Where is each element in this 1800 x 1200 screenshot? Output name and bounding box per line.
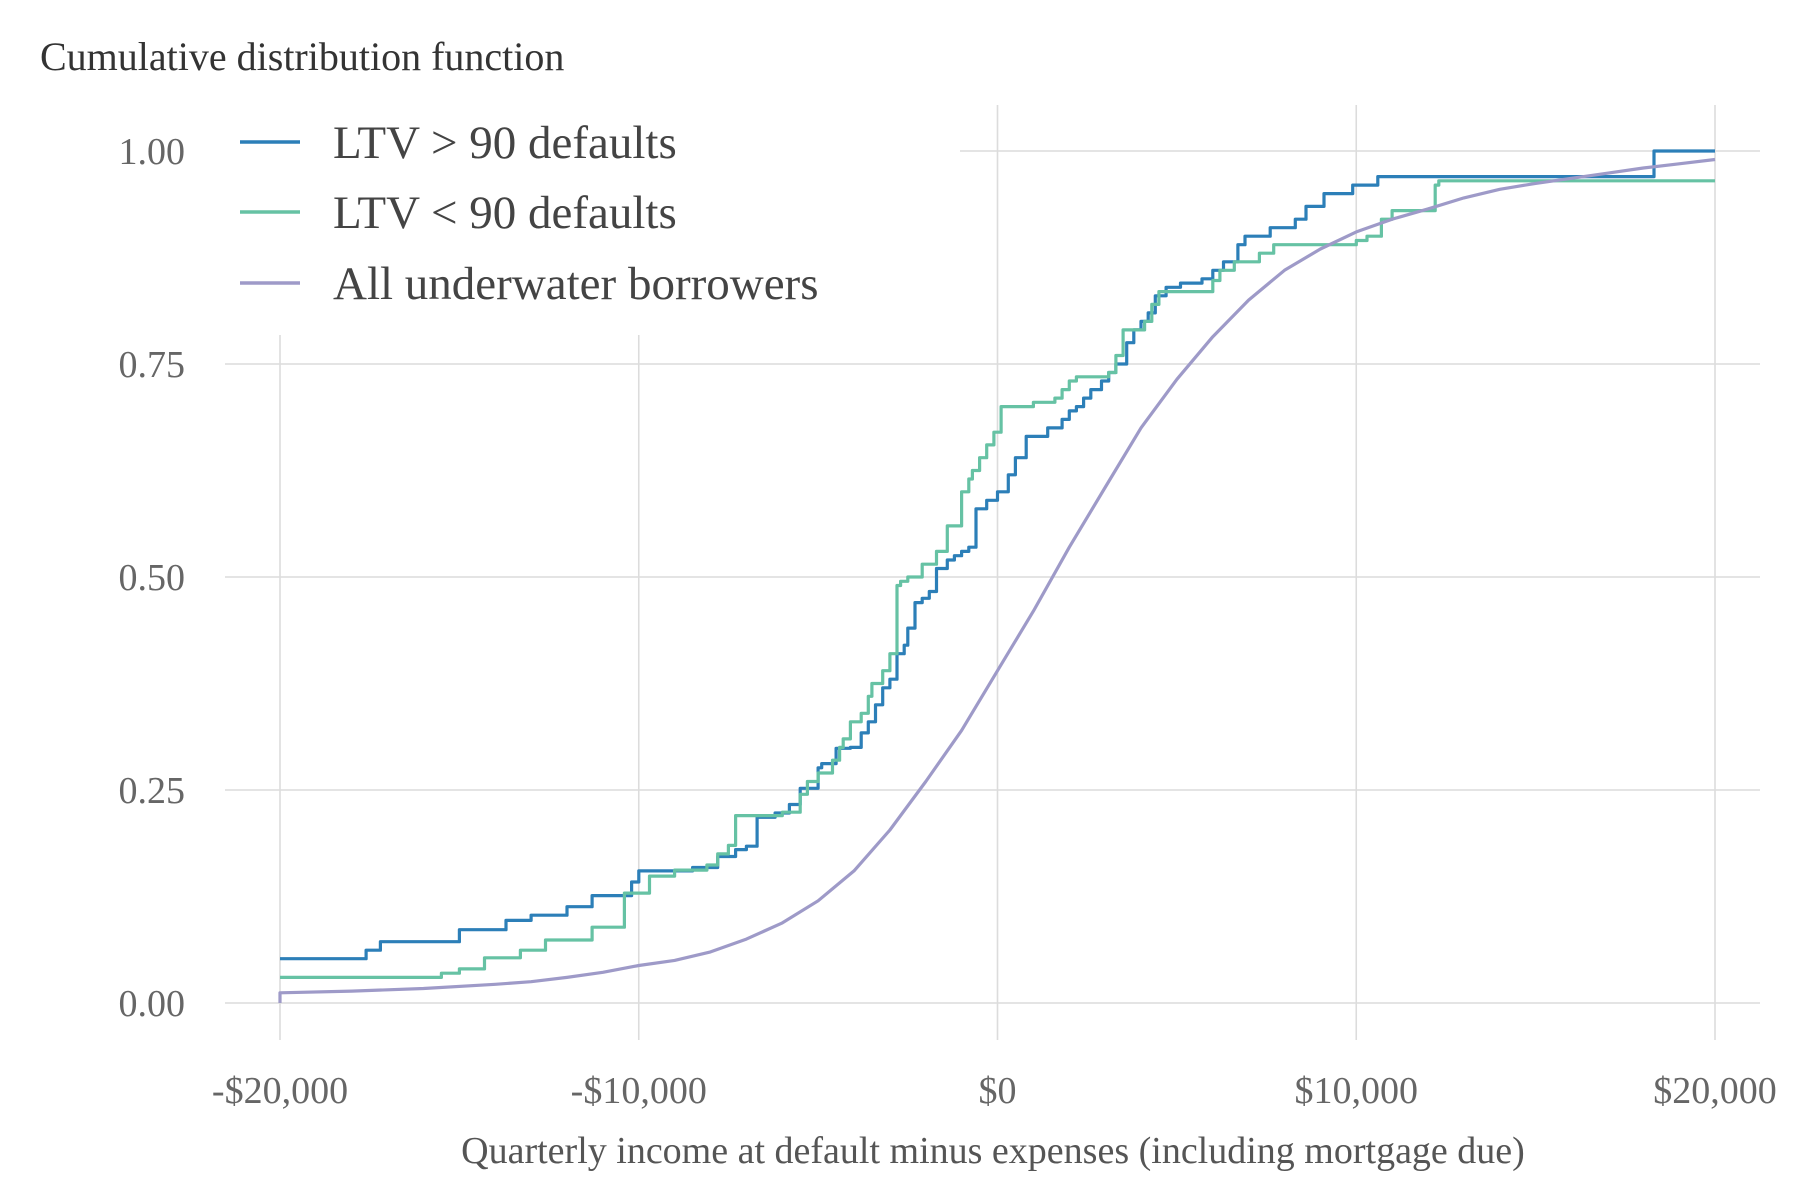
series-line-1 <box>280 149 1715 961</box>
y-tick-label: 1.00 <box>119 131 186 173</box>
x-axis-label: Quarterly income at default minus expens… <box>461 1130 1525 1172</box>
y-tick-label: 0.50 <box>119 557 186 599</box>
x-axis-tick-labels: -$20,000 -$10,000 $0 $10,000 $20,000 <box>212 1070 1777 1112</box>
legend-label-1: LTV > 90 defaults <box>333 117 677 169</box>
x-tick-label: $0 <box>979 1070 1017 1112</box>
x-tick-label: -$10,000 <box>571 1070 707 1112</box>
x-tick-label: -$20,000 <box>212 1070 348 1112</box>
y-tick-label: 0.75 <box>119 344 186 386</box>
legend-label-2: LTV < 90 defaults <box>333 187 677 239</box>
series-lines <box>278 149 1716 1003</box>
x-tick-label: $10,000 <box>1295 1070 1419 1112</box>
series-line-2 <box>280 179 1715 979</box>
y-axis-tick-labels: 0.00 0.25 0.50 0.75 1.00 <box>119 131 186 1025</box>
legend: LTV > 90 defaults LTV < 90 defaults All un… <box>240 117 819 310</box>
series-line-3 <box>278 157 1716 1003</box>
y-tick-label: 0.25 <box>119 770 186 812</box>
x-tick-label: $20,000 <box>1653 1070 1777 1112</box>
legend-label-3: All underwater borrowers <box>333 258 819 310</box>
chart-title: Cumulative distribution function <box>40 34 564 79</box>
legend-background <box>215 95 960 335</box>
y-tick-label: 0.00 <box>119 983 186 1025</box>
